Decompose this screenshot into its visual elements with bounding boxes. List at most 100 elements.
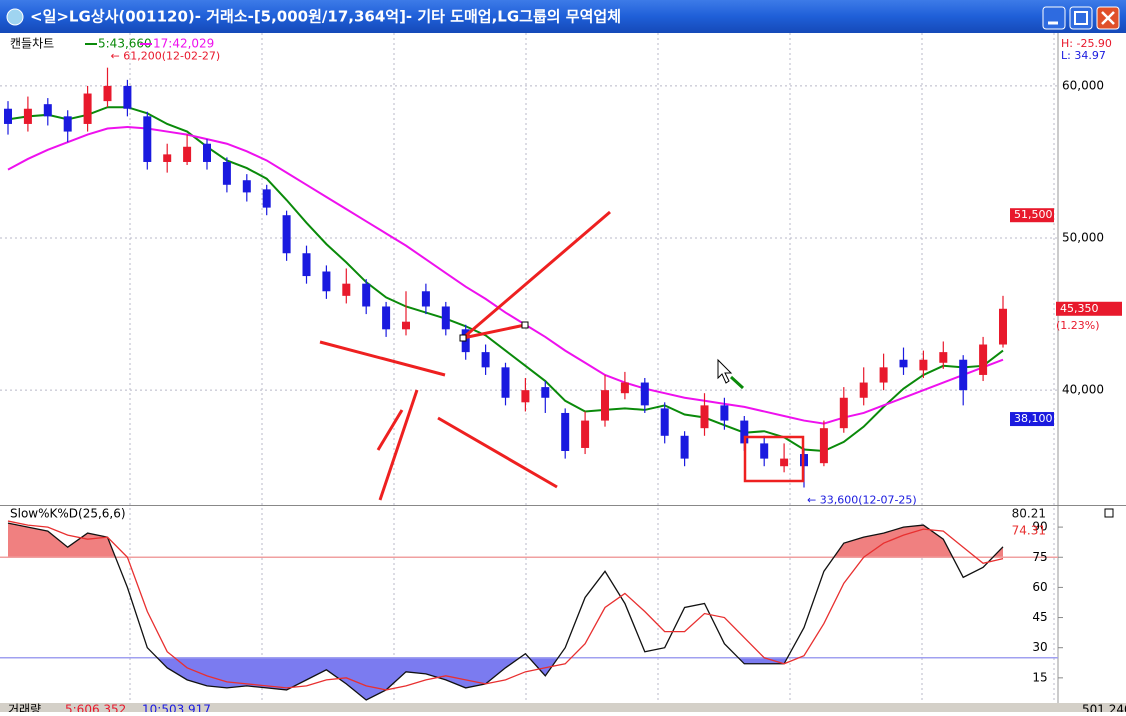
y-tick-label: 75: [1032, 550, 1047, 564]
indicator-title: Slow%K%D(25,6,6): [10, 507, 126, 521]
candle-body: [660, 408, 669, 436]
candle-body: [402, 321, 410, 330]
price-marker: [1010, 208, 1054, 223]
candle-body: [43, 104, 52, 117]
candle-body: [123, 85, 132, 109]
candle-body: [521, 390, 530, 403]
candle-body: [700, 405, 709, 429]
candle-body: [83, 93, 92, 124]
user-drawings: [319, 210, 805, 501]
indicator-line: [7, 520, 1004, 691]
candle-body: [203, 143, 211, 162]
candle-body: [163, 154, 172, 162]
date-grid: [129, 33, 1055, 703]
window-title: <일>LG상사(001120)- 거래소-[5,000원/17,364억]- 기…: [30, 8, 621, 26]
moving-average: [7, 106, 1004, 453]
y-tick-label: 15: [1032, 670, 1047, 684]
title-bar: [0, 0, 1126, 33]
candle-body: [999, 308, 1007, 345]
candle-body: [501, 367, 510, 398]
candle-body: [640, 382, 649, 406]
volume-last: 501,240: [1082, 703, 1126, 713]
candle-body: [939, 352, 948, 363]
candle-body: [879, 367, 888, 383]
candle-body: [63, 116, 72, 132]
oversold-fill: [8, 657, 1003, 700]
y-tick-label: 60: [1032, 580, 1047, 594]
candle-body: [183, 146, 192, 162]
candle-body: [561, 412, 570, 451]
indicator-line: [7, 522, 1004, 701]
handle[interactable]: [459, 334, 467, 342]
handle[interactable]: [521, 321, 529, 329]
candle-body: [103, 85, 112, 102]
candle-body: [342, 283, 351, 296]
high-label: H: -25.90: [1061, 37, 1112, 50]
y-tick-label: 50,000: [1062, 231, 1104, 245]
price-marker-label: 45,350: [1060, 302, 1099, 315]
y-tick-label: 60,000: [1062, 78, 1104, 92]
candle-body: [601, 390, 609, 421]
candle-body: [839, 397, 848, 429]
y-tick-label: 45: [1032, 610, 1047, 624]
drawn-line: [319, 340, 446, 377]
minimize-button[interactable]: [1042, 6, 1066, 30]
candle-body: [680, 435, 689, 459]
indicator-plot: [0, 520, 1058, 701]
candle-body: [382, 306, 391, 330]
maximize-button[interactable]: [1069, 6, 1093, 30]
candle-body: [4, 108, 12, 124]
drawn-box: [743, 435, 805, 483]
candle-body: [959, 359, 968, 391]
last-value-label: 80.21: [1012, 507, 1046, 521]
candle-body: [740, 420, 749, 444]
candle-body: [481, 352, 490, 368]
candle-body: [760, 443, 769, 459]
high-annotation: ← 61,200(12-02-27): [111, 50, 221, 63]
drawn-line: [376, 409, 404, 451]
last-value-label: 74.31: [1012, 524, 1046, 538]
volume-label: 거래량: [8, 703, 41, 713]
volume-strip: [0, 703, 1126, 712]
drawn-line: [462, 210, 611, 340]
drawn-line: [378, 389, 419, 501]
plot-layer: 40,000 50,000 60,000 ← 61,200(12-02-27) ← 33…: [0, 50, 1122, 701]
moving-average: [7, 125, 1004, 425]
candle-body: [322, 271, 331, 292]
candle-body: [421, 291, 430, 307]
mouse-cursor: [717, 358, 733, 384]
price-marker-label: 38,100: [1014, 412, 1053, 425]
y-tick-label: 30: [1032, 640, 1047, 654]
candle-body: [979, 344, 988, 375]
candle-body: [242, 180, 251, 193]
candle-body: [819, 428, 828, 464]
volume-ma5: 5:606,352: [65, 703, 126, 713]
candle-body: [262, 189, 271, 208]
y-tick-label: 40,000: [1062, 383, 1104, 397]
candle-body: [919, 359, 928, 371]
candle-body: [720, 405, 729, 421]
chart-title: 캔들차트: [10, 37, 54, 51]
change-label: (1.23%): [1056, 319, 1100, 332]
legend-label: 17:42,029: [153, 37, 214, 51]
close-icon: [1101, 11, 1115, 25]
candle-body: [620, 382, 629, 394]
candle-body: [282, 215, 291, 254]
candle-body: [23, 108, 32, 124]
candle-body: [541, 387, 550, 398]
y-tick-label: 90: [1032, 520, 1047, 534]
price-marker: [1010, 412, 1054, 427]
volume-ma10: 10:503,917: [142, 703, 211, 713]
candle-body: [222, 161, 231, 185]
legend-label: 5:43,660: [98, 37, 152, 51]
app-icon: [6, 8, 24, 26]
candle-body: [859, 382, 868, 398]
candle-body: [362, 283, 371, 307]
maximize-icon: [1074, 11, 1088, 25]
panel-icon[interactable]: [1104, 508, 1114, 518]
chart-area: [0, 33, 1126, 703]
low-label: L: 34.97: [1061, 49, 1106, 62]
price-marker: [1056, 301, 1122, 316]
